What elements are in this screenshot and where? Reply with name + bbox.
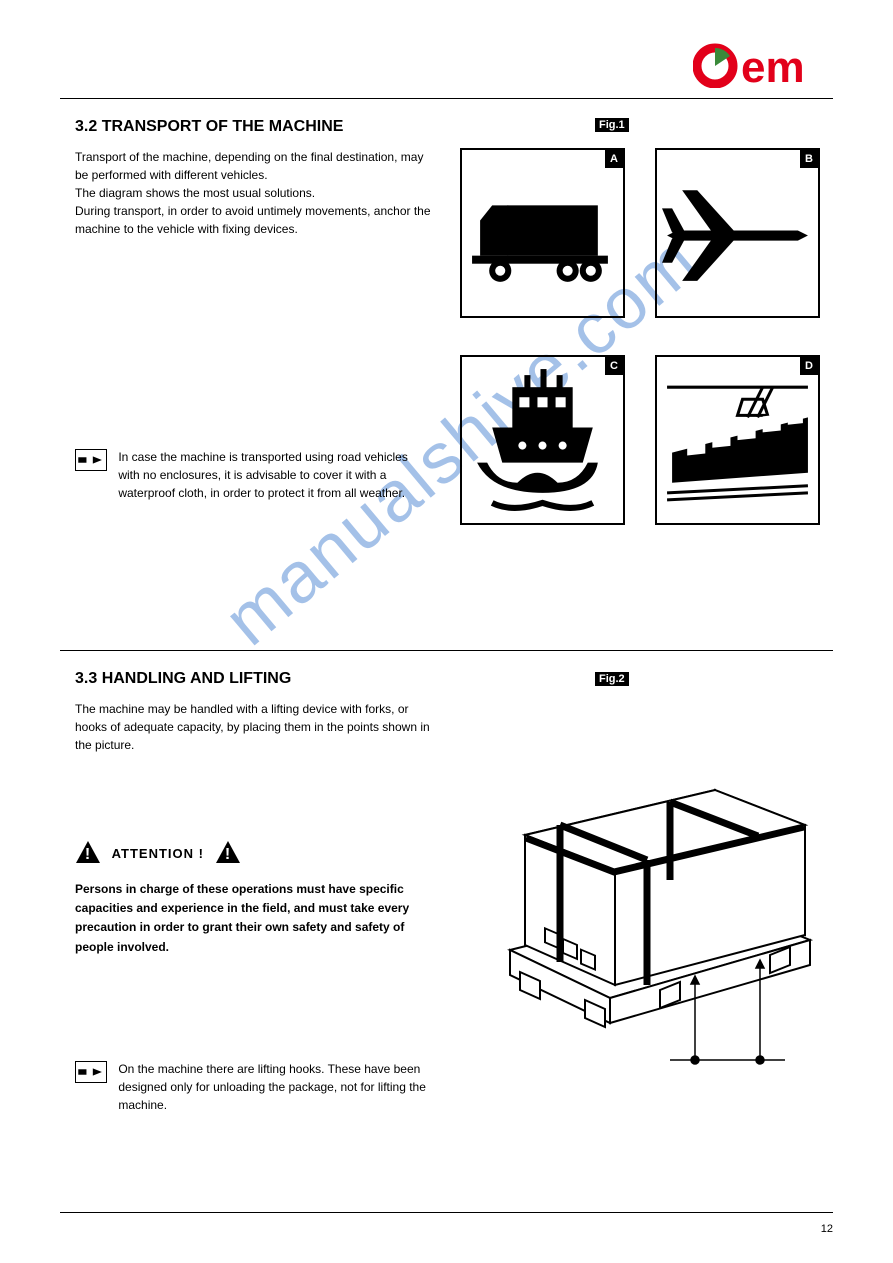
section1-body: Transport of the machine, depending on t… bbox=[75, 148, 435, 238]
section1-note: In case the machine is transported using… bbox=[75, 448, 435, 502]
page-root: em manualshive.com 3.2 TRANSPORT OF THE … bbox=[0, 0, 893, 1263]
svg-text:!: ! bbox=[85, 846, 91, 863]
logo: em bbox=[693, 38, 833, 93]
attention-label: ATTENTION ! bbox=[112, 846, 204, 861]
transport-plane-box: B bbox=[655, 148, 820, 318]
note-pointer-icon bbox=[75, 449, 107, 471]
warning-triangle-icon: ! bbox=[75, 840, 101, 870]
mid-rule bbox=[60, 650, 833, 651]
section1-title: 3.2 TRANSPORT OF THE MACHINE bbox=[75, 118, 343, 136]
warning-triangle-icon-2: ! bbox=[215, 840, 241, 870]
box-c-corner: C bbox=[605, 357, 623, 375]
danger-text: Persons in charge of these operations mu… bbox=[75, 882, 409, 954]
section2-note: On the machine there are lifting hooks. … bbox=[75, 1060, 435, 1114]
section2-danger: Persons in charge of these operations mu… bbox=[75, 880, 435, 957]
note-pointer-icon-2 bbox=[75, 1061, 107, 1083]
plane-icon bbox=[657, 150, 818, 311]
section1-note-text: In case the machine is transported using… bbox=[118, 448, 428, 502]
transport-train-box: D bbox=[655, 355, 820, 525]
section2-body: The machine may be handled with a liftin… bbox=[75, 700, 435, 754]
attention-row: ! ATTENTION ! ! bbox=[75, 840, 435, 870]
page-number: 12 bbox=[821, 1223, 833, 1235]
fig2-label: Fig.2 bbox=[595, 672, 629, 686]
transport-ship-box: C bbox=[460, 355, 625, 525]
section2-title: 3.3 HANDLING AND LIFTING bbox=[75, 670, 291, 688]
box-b-corner: B bbox=[800, 150, 818, 168]
top-rule bbox=[60, 98, 833, 99]
package-diagram bbox=[490, 720, 830, 1080]
box-d-corner: D bbox=[800, 357, 818, 375]
train-icon bbox=[657, 357, 818, 518]
transport-truck-box: A bbox=[460, 148, 625, 318]
ship-icon bbox=[462, 357, 623, 518]
watermark-text: manualshive.com bbox=[209, 20, 893, 661]
logo-svg: em bbox=[693, 38, 833, 88]
fig1-label: Fig.1 bbox=[595, 118, 629, 132]
section2-note-text: On the machine there are lifting hooks. … bbox=[118, 1060, 428, 1114]
box-a-corner: A bbox=[605, 150, 623, 168]
truck-icon bbox=[462, 150, 623, 311]
bottom-rule bbox=[60, 1212, 833, 1213]
svg-text:em: em bbox=[741, 43, 805, 88]
svg-text:!: ! bbox=[224, 846, 230, 863]
